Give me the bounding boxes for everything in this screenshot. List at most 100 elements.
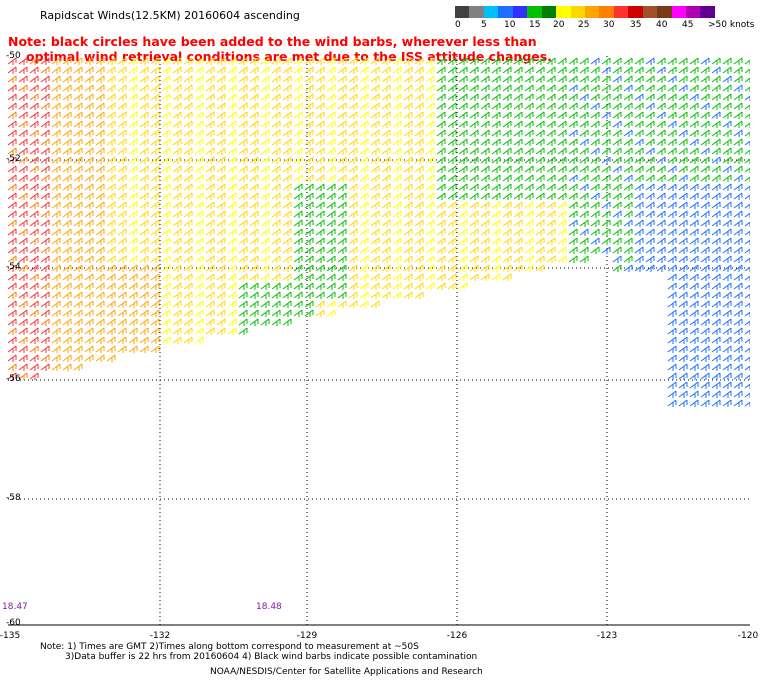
- wind-barb: [392, 183, 402, 191]
- wind-barb: [524, 192, 534, 200]
- wind-barb: [414, 282, 424, 290]
- wind-barb: [601, 66, 611, 74]
- wind-barb: [293, 228, 303, 236]
- wind-barb: [381, 102, 391, 110]
- wind-barb: [458, 66, 468, 74]
- wind-barb: [128, 264, 138, 272]
- wind-barb: [205, 147, 215, 155]
- wind-barb: [414, 147, 424, 155]
- wind-barb: [8, 309, 17, 317]
- wind-barb: [95, 219, 105, 227]
- wind-barb: [480, 57, 490, 65]
- wind-barb: [645, 264, 655, 272]
- wind-barb: [700, 282, 710, 290]
- footnote-line-2: 3)Data buffer is 22 hrs from 20160604 4)…: [65, 652, 478, 662]
- wind-barb: [139, 264, 149, 272]
- wind-barb: [315, 201, 325, 209]
- wind-barb: [18, 174, 28, 182]
- wind-barb: [183, 336, 193, 344]
- wind-barb: [381, 156, 391, 164]
- wind-barb: [128, 120, 138, 128]
- wind-barb: [29, 156, 39, 164]
- wind-barb: [678, 66, 688, 74]
- wind-barb: [326, 183, 336, 191]
- wind-barb: [227, 291, 237, 299]
- wind-barb: [502, 75, 512, 83]
- wind-barb: [689, 264, 699, 272]
- wind-barb: [106, 282, 116, 290]
- wind-barb: [95, 282, 105, 290]
- wind-barb: [40, 201, 50, 209]
- wind-barb: [117, 237, 127, 245]
- wind-barb: [326, 219, 336, 227]
- wind-barb: [194, 120, 204, 128]
- wind-barb: [29, 309, 39, 317]
- wind-barb: [590, 156, 600, 164]
- wind-barb: [51, 228, 61, 236]
- wind-barb: [304, 138, 314, 146]
- wind-barb: [425, 237, 435, 245]
- wind-barb: [238, 93, 248, 101]
- wind-barb: [634, 219, 644, 227]
- wind-barb: [51, 120, 61, 128]
- wind-barb: [645, 147, 655, 155]
- wind-barb: [337, 165, 347, 173]
- wind-barb: [315, 210, 325, 218]
- wind-barb: [733, 345, 743, 353]
- wind-barb: [469, 93, 479, 101]
- footnote-line-1: Note: 1) Times are GMT 2)Times along bot…: [40, 642, 419, 652]
- wind-barb: [227, 219, 237, 227]
- legend-label-20: 20: [553, 20, 565, 30]
- wind-barb: [8, 147, 17, 155]
- wind-barb: [557, 156, 567, 164]
- wind-barb: [513, 93, 523, 101]
- wind-barb: [128, 192, 138, 200]
- wind-barb: [73, 75, 83, 83]
- wind-barb: [381, 192, 391, 200]
- wind-barb: [29, 165, 39, 173]
- wind-barb: [304, 102, 314, 110]
- wind-barb: [40, 318, 50, 326]
- wind-barb: [337, 57, 347, 65]
- wind-barb: [62, 309, 72, 317]
- wind-barb: [139, 57, 149, 65]
- wind-barb: [370, 210, 380, 218]
- wind-barb: [8, 210, 17, 218]
- map-title: Rapidscat Winds(12.5KM) 20160604 ascendi…: [40, 9, 300, 22]
- wind-barb: [722, 336, 732, 344]
- wind-barb: [678, 147, 688, 155]
- wind-barb: [73, 210, 83, 218]
- wind-barb: [117, 138, 127, 146]
- wind-barb: [425, 273, 435, 281]
- wind-barb: [557, 228, 567, 236]
- wind-barb: [480, 174, 490, 182]
- wind-barb: [128, 174, 138, 182]
- wind-barb: [139, 255, 149, 263]
- wind-barb: [304, 246, 314, 254]
- wind-barb: [535, 237, 545, 245]
- wind-barb: [722, 255, 732, 263]
- wind-barb: [238, 156, 248, 164]
- wind-barb: [194, 264, 204, 272]
- wind-barb: [205, 174, 215, 182]
- wind-barb: [623, 156, 633, 164]
- wind-barb: [117, 336, 127, 344]
- wind-barb: [271, 237, 281, 245]
- wind-barb: [733, 237, 743, 245]
- wind-barb: [579, 255, 589, 263]
- wind-barb: [667, 372, 677, 380]
- wind-barb: [117, 201, 127, 209]
- wind-barb: [216, 183, 226, 191]
- wind-barb: [139, 201, 149, 209]
- wind-barb: [216, 111, 226, 119]
- wind-barb: [678, 354, 688, 362]
- wind-barb: [282, 138, 292, 146]
- wind-barb: [568, 156, 578, 164]
- wind-barb: [18, 309, 28, 317]
- wind-barb: [392, 246, 402, 254]
- wind-barb: [667, 210, 677, 218]
- wind-barb: [513, 84, 523, 92]
- wind-barb: [205, 282, 215, 290]
- wind-barb: [95, 237, 105, 245]
- wind-barb: [95, 111, 105, 119]
